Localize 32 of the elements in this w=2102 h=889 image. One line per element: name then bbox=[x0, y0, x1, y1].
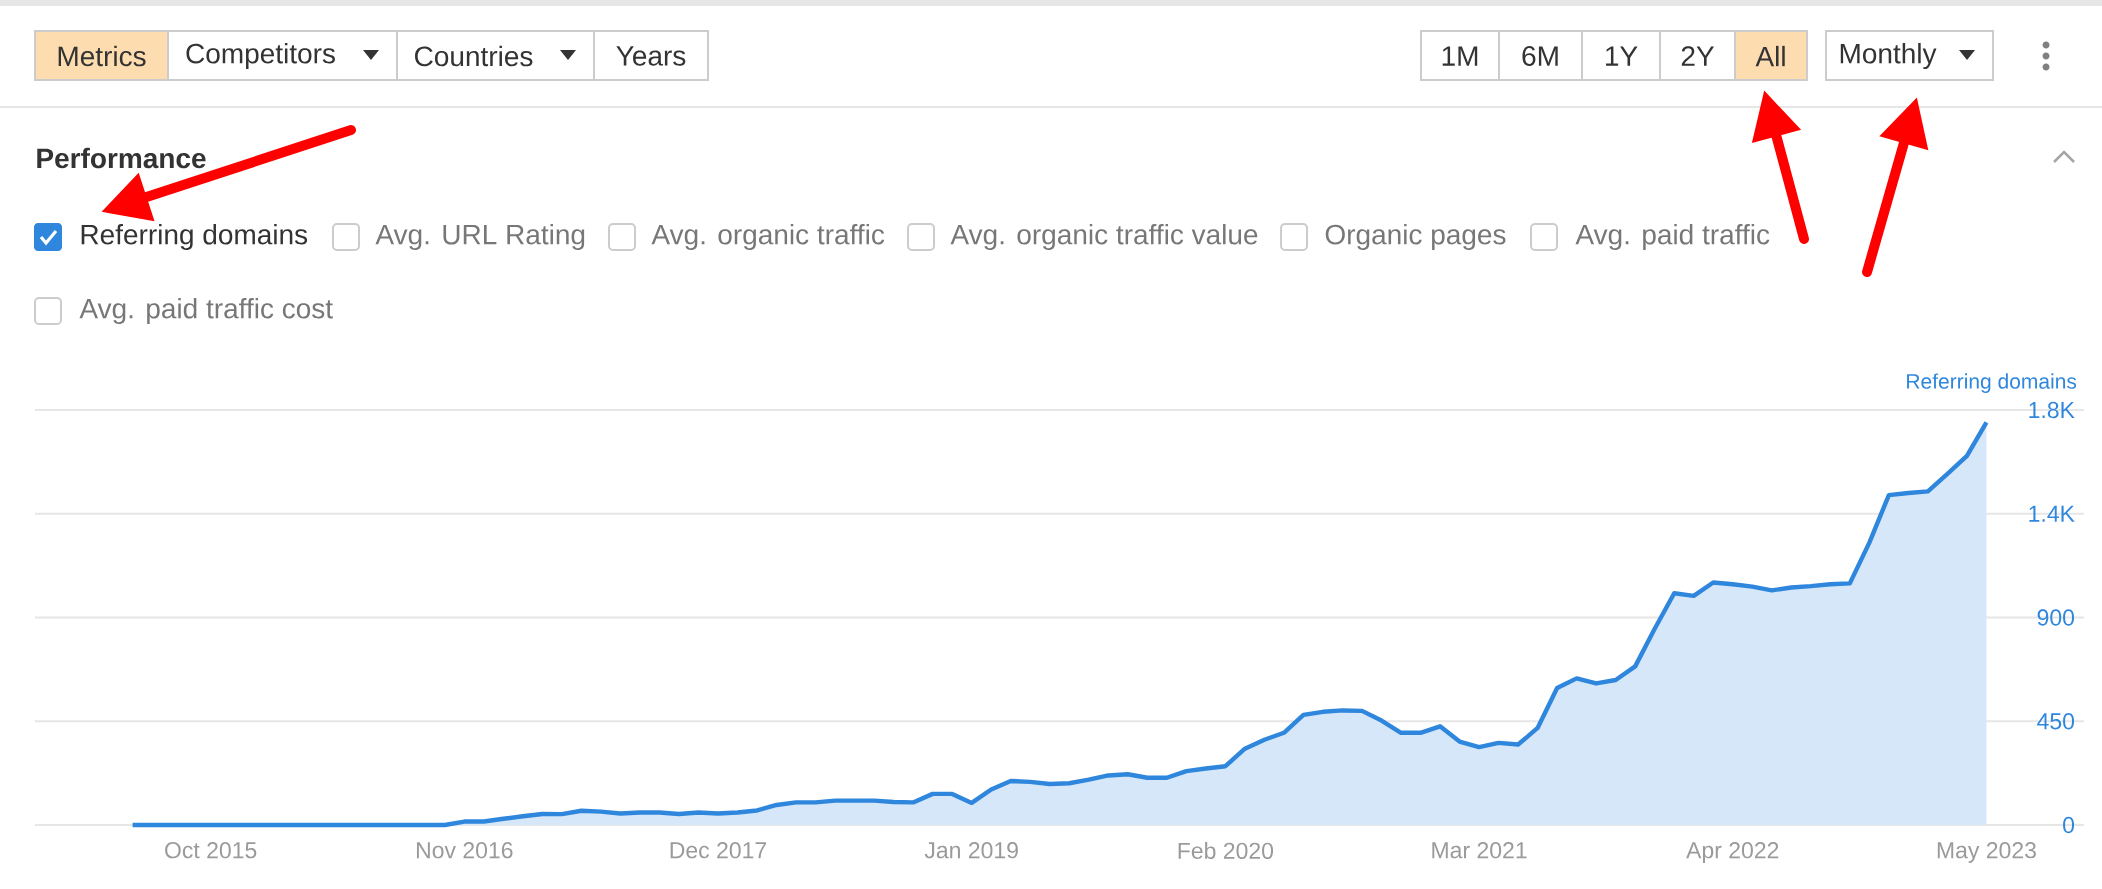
text: Avg. URL Rating bbox=[375, 223, 585, 251]
y-axis-title: Referring domains bbox=[1907, 373, 2077, 393]
text: Metrics bbox=[58, 45, 146, 67]
text: Monthly bbox=[1840, 42, 1937, 70]
text: 1Y bbox=[1606, 46, 1638, 66]
text: All bbox=[1755, 45, 1785, 67]
text: Competitors bbox=[186, 42, 335, 70]
text: Years bbox=[616, 46, 686, 66]
text: 2Y bbox=[1681, 46, 1715, 66]
text: Avg. organic traffic bbox=[651, 223, 885, 251]
x-tick-label: Dec 2017 bbox=[670, 842, 767, 859]
text: Avg. organic traffic value bbox=[950, 223, 1258, 251]
text: Countries bbox=[415, 45, 533, 67]
x-tick-label: Nov 2016 bbox=[416, 842, 513, 859]
y-tick-label: 900 bbox=[2037, 609, 2075, 626]
chart-title: Performance bbox=[37, 147, 206, 169]
text: Avg. paid traffic cost bbox=[79, 297, 333, 325]
x-tick-label: May 2023 bbox=[1937, 842, 2036, 863]
y-tick-label: 0 bbox=[2063, 816, 2075, 834]
text: 1M bbox=[1442, 46, 1478, 66]
x-tick-label: Jan 2019 bbox=[924, 842, 1018, 859]
x-tick-label: Apr 2022 bbox=[1686, 842, 1779, 863]
y-tick-label: 450 bbox=[2037, 713, 2075, 730]
text: Avg. paid traffic bbox=[1575, 223, 1770, 251]
y-tick-label: 1.8K bbox=[2029, 401, 2075, 419]
text: Referring domains bbox=[81, 223, 308, 251]
x-tick-label: Oct 2015 bbox=[165, 842, 257, 859]
text: 6M bbox=[1522, 46, 1558, 66]
text: Organic pages bbox=[1325, 223, 1506, 251]
x-tick-label: Feb 2020 bbox=[1178, 842, 1274, 859]
x-tick-label: Mar 2021 bbox=[1432, 842, 1527, 859]
y-tick-label: 1.4K bbox=[2029, 505, 2075, 522]
